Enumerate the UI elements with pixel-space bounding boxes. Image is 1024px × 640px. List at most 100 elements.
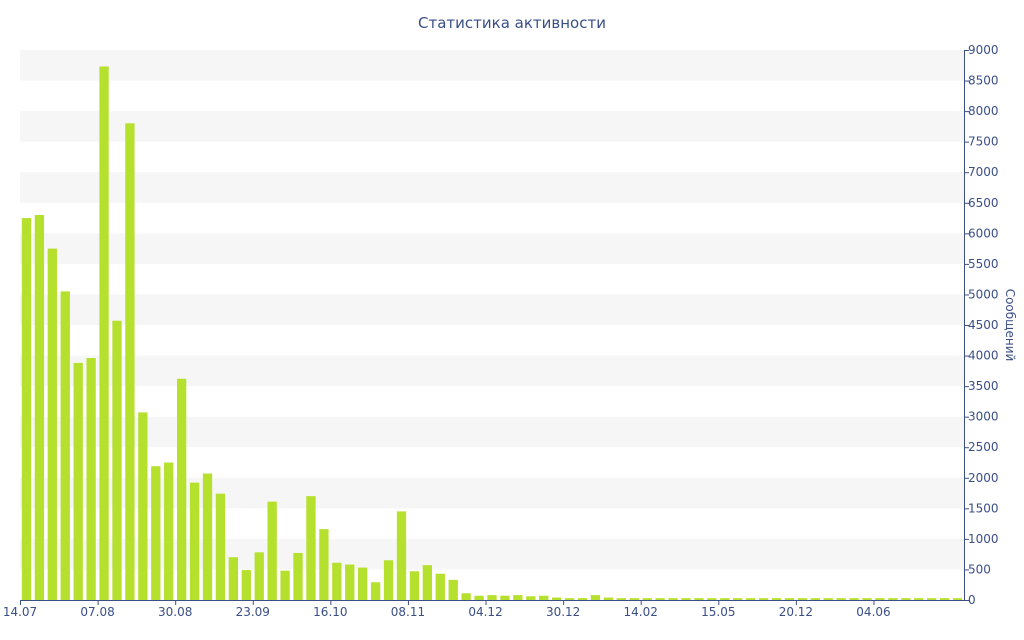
y-axis-title: Сообщений — [1003, 289, 1017, 362]
bar — [771, 598, 782, 600]
y-tick-label: 7000 — [968, 165, 999, 179]
y-tick-label: 2500 — [968, 440, 999, 454]
y-tick-label: 9000 — [968, 43, 999, 57]
grid-band — [20, 355, 964, 387]
bar — [668, 598, 678, 600]
y-tick-label: 1500 — [968, 501, 999, 515]
bar — [358, 567, 368, 600]
bar — [694, 598, 704, 600]
y-tick-label: 3500 — [968, 379, 999, 393]
bar — [823, 598, 833, 600]
bar — [901, 598, 911, 600]
y-tick-label: 4000 — [968, 349, 999, 363]
bar — [306, 496, 316, 600]
y-tick-label: 1000 — [968, 532, 999, 546]
grid-band — [20, 111, 964, 142]
bar — [590, 595, 601, 600]
bar — [151, 466, 161, 600]
bar — [939, 598, 950, 600]
bar — [241, 570, 251, 600]
bar — [34, 215, 45, 600]
grid-band — [20, 294, 964, 325]
x-tick-label: 30.08 — [158, 605, 192, 619]
x-tick-label: 14.02 — [624, 605, 658, 619]
bar — [797, 598, 808, 600]
bar — [280, 570, 290, 600]
x-tick-label: 04.12 — [468, 605, 502, 619]
bar — [138, 412, 148, 600]
bar — [409, 571, 420, 600]
bar — [564, 598, 575, 600]
bar — [60, 291, 70, 600]
chart-title: Статистика активности — [418, 14, 606, 32]
bar — [202, 473, 213, 600]
bar — [849, 598, 859, 600]
x-tick-label: 30.12 — [546, 605, 580, 619]
bar — [370, 582, 381, 600]
bar — [448, 579, 458, 600]
bar — [345, 564, 355, 600]
bar — [629, 598, 639, 600]
bar — [875, 598, 885, 600]
y-tick-label: 2000 — [968, 471, 999, 485]
x-tick-label: 14.07 — [3, 605, 37, 619]
grid-band — [20, 416, 964, 448]
grid-band — [20, 538, 964, 570]
y-tick-label: 8000 — [968, 104, 999, 118]
bar — [125, 123, 135, 600]
bar — [552, 597, 562, 600]
bar — [720, 598, 730, 600]
y-tick-label: 5000 — [968, 287, 999, 301]
bar — [99, 66, 109, 600]
y-tick-label: 6500 — [968, 196, 999, 210]
y-tick-label: 4500 — [968, 318, 999, 332]
bar — [474, 595, 484, 600]
bar — [862, 598, 872, 600]
x-tick-label: 07.08 — [80, 605, 114, 619]
bar — [461, 593, 471, 600]
y-tick-label: 3000 — [968, 410, 999, 424]
bar — [603, 597, 614, 600]
y-tick-label: 500 — [968, 562, 991, 576]
x-axis-ticks: 14.07 07.08 30.08 23.09 16.10 08.11 04.12 30.12… — [3, 600, 891, 619]
bar — [422, 565, 432, 600]
bar — [21, 218, 32, 600]
grid-band — [20, 233, 964, 264]
grid-bands — [20, 50, 964, 570]
bar — [952, 598, 963, 600]
bar — [836, 598, 846, 600]
x-tick-label: 16.10 — [313, 605, 347, 619]
bar — [733, 598, 743, 600]
bar — [810, 598, 820, 600]
bar — [319, 529, 329, 600]
bar — [164, 462, 174, 600]
y-tick-label: 8500 — [968, 74, 999, 88]
y-tick-label: 5500 — [968, 257, 999, 271]
bar — [73, 362, 83, 600]
bar — [513, 595, 523, 600]
bar — [267, 501, 277, 600]
bar — [707, 598, 717, 600]
bar — [500, 595, 510, 600]
bar — [47, 248, 57, 601]
bar — [539, 595, 549, 600]
bar — [383, 560, 394, 600]
bar — [758, 598, 769, 600]
bar — [332, 562, 342, 600]
bar — [396, 511, 407, 600]
bar — [616, 598, 626, 600]
bar — [176, 378, 187, 600]
y-tick-label: 7500 — [968, 135, 999, 149]
bar — [642, 598, 652, 600]
bar — [927, 598, 937, 600]
x-tick-label: 23.09 — [236, 605, 270, 619]
grid-band — [20, 477, 964, 509]
bar — [577, 598, 588, 600]
x-tick-label: 20.12 — [779, 605, 813, 619]
bar — [655, 598, 665, 600]
bar — [526, 596, 536, 600]
y-axis-ticks: 0 500 1000 1500 2000 2500 3000 3500 4000 4500 5000… — [964, 43, 999, 607]
bar — [487, 595, 497, 600]
x-tick-label: 04.06 — [856, 605, 890, 619]
